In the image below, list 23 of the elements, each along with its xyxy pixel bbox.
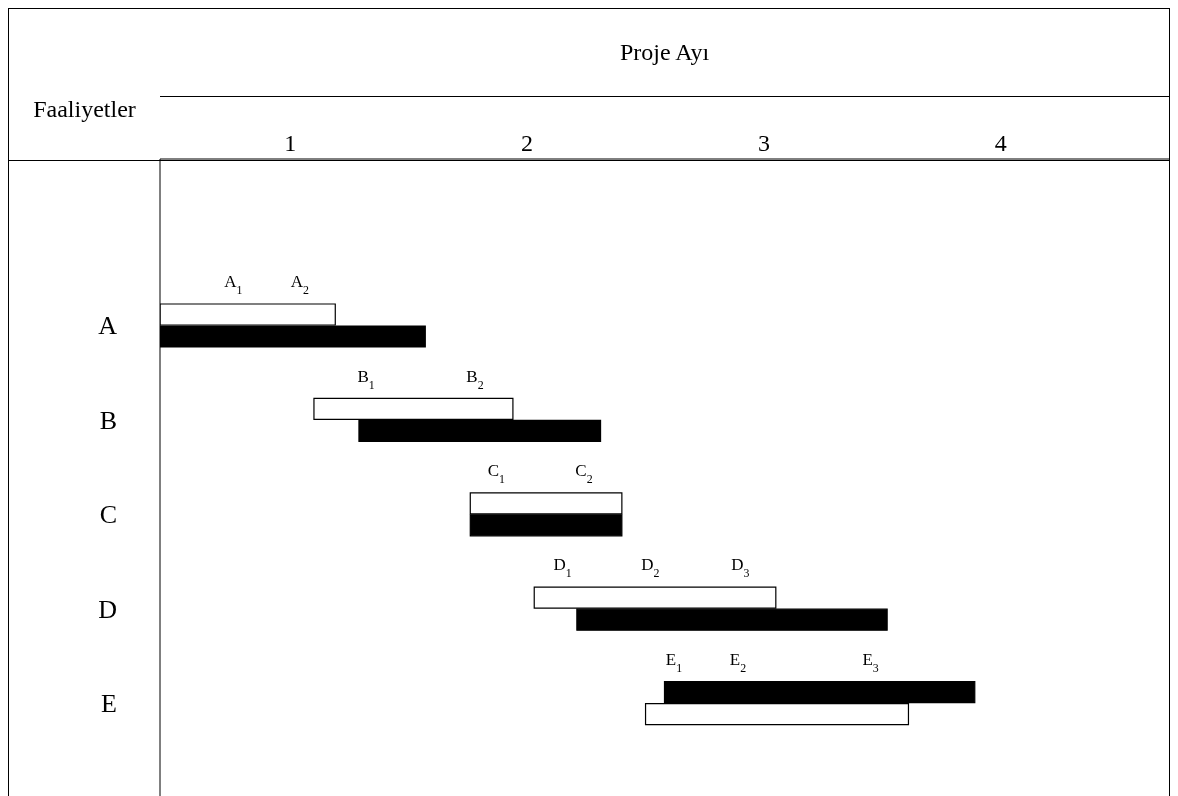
annotation: D$_{1}$	[553, 555, 572, 581]
annotation: A$_{2}$	[290, 272, 309, 298]
y-tick-label: D	[98, 594, 117, 624]
x-axis-title: Proje Ayı	[160, 9, 1169, 97]
annotation: E$_{1}$	[665, 649, 683, 675]
annotation: A$_{1}$	[224, 272, 243, 298]
annotation: E$_{2}$	[729, 649, 747, 675]
annotation: C$_{1}$	[487, 461, 506, 486]
annotation: B$_{1}$	[357, 366, 375, 392]
y-tick-label: A	[98, 311, 118, 341]
annotation: C$_{2}$	[575, 461, 593, 486]
annotation: B$_{2}$	[466, 366, 484, 392]
annotation: D$_{3}$	[731, 555, 750, 581]
x-tick-label: 3	[757, 130, 770, 156]
y-tick-label: B	[99, 405, 117, 435]
y-tick-label: E	[101, 689, 117, 719]
annotation: E$_{3}$	[862, 649, 879, 675]
y-tick-label: C	[99, 500, 117, 530]
x-tick-label: 4	[994, 130, 1007, 156]
y-axis-title: Faaliyetler	[32, 94, 137, 124]
annotation: D$_{2}$	[641, 555, 660, 581]
x-tick-label: 1	[284, 130, 297, 156]
x-tick-label: 2	[521, 130, 534, 156]
